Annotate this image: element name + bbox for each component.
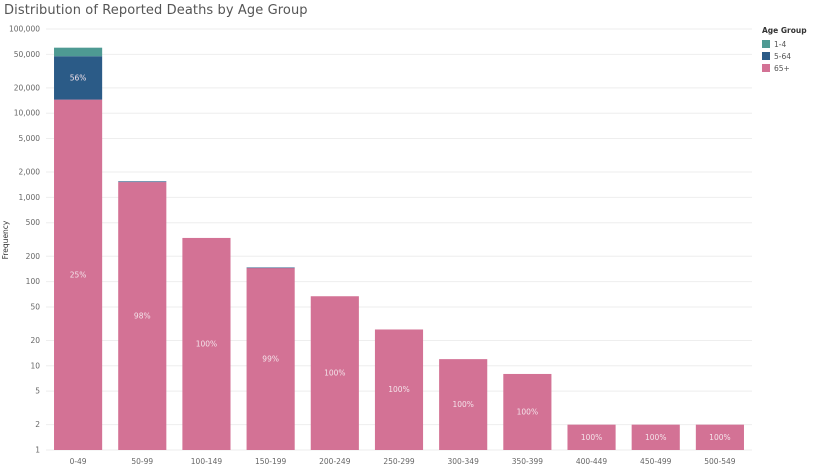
y-tick-label: 50,000	[14, 50, 40, 59]
y-tick-label: 1,000	[19, 193, 41, 202]
y-tick-label: 200	[26, 252, 41, 261]
bar-labels: 25% 56% 98% 100% 99% 100% 100% 100% 100% 100% 100%…	[70, 73, 731, 441]
bar-segment-65-[interactable]	[567, 424, 616, 450]
y-tick-label: 5	[35, 387, 40, 396]
x-axis-ticks: 0-49 50-99 100-149 150-199 200-249 250-299 300…	[70, 457, 736, 466]
bar-data-label: 100%	[452, 400, 473, 409]
y-axis-ticks: 1 2 5 10 20 50 100 200 500 1,000 2,000 5,000 10,000 2…	[9, 25, 40, 455]
bar-data-label: 98%	[134, 312, 151, 321]
bar-data-label: 100%	[517, 407, 538, 416]
x-tick-label: 450-499	[640, 457, 672, 466]
x-tick-label: 100-149	[191, 457, 223, 466]
bar-data-label: 100%	[645, 433, 666, 442]
bar-segment-65-[interactable]	[439, 359, 488, 450]
legend-swatch	[762, 64, 770, 72]
legend-items: 1-4 5-64 65+	[762, 38, 807, 74]
bar-segment-65-[interactable]	[503, 373, 552, 450]
x-tick-label: 0-49	[70, 457, 87, 466]
y-tick-label: 2	[35, 420, 40, 429]
legend-title: Age Group	[762, 26, 807, 35]
bar-segment-5-64[interactable]	[118, 181, 167, 183]
x-tick-label: 250-299	[383, 457, 415, 466]
y-tick-label: 100,000	[9, 25, 40, 34]
legend-swatch	[762, 52, 770, 60]
bar-segment-65-[interactable]	[54, 99, 103, 450]
bar-segment-65-[interactable]	[118, 182, 167, 450]
y-tick-label: 50	[30, 302, 40, 311]
bar-segment-65-[interactable]	[374, 329, 424, 450]
y-tick-label: 2,000	[19, 168, 41, 177]
bar-data-label: 100%	[581, 433, 602, 442]
legend-label: 1-4	[774, 39, 787, 49]
bar-segment-65-[interactable]	[695, 424, 744, 450]
y-tick-label: 20,000	[14, 83, 40, 92]
y-tick-label: 20	[30, 336, 40, 345]
bar-data-label: 100%	[196, 339, 217, 348]
y-axis-title: Frequency	[1, 220, 10, 259]
x-tick-label: 50-99	[131, 457, 153, 466]
x-tick-label: 350-399	[512, 457, 544, 466]
bar-segment-5-64[interactable]	[246, 267, 295, 269]
bar-data-label: 25%	[70, 270, 87, 279]
legend-label: 5-64	[774, 51, 792, 61]
y-tick-label: 500	[26, 218, 41, 227]
y-tick-label: 1	[35, 446, 40, 455]
legend-item[interactable]: 5-64	[762, 50, 807, 62]
bar-data-label: 99%	[262, 355, 279, 364]
legend-label: 65+	[774, 63, 790, 73]
y-tick-label: 5,000	[19, 134, 41, 143]
y-tick-label: 10,000	[14, 109, 40, 118]
bar-data-label: 100%	[388, 385, 409, 394]
chart-title: Distribution of Reported Deaths by Age G…	[4, 3, 308, 18]
x-tick-label: 300-349	[448, 457, 480, 466]
bars	[54, 47, 744, 450]
x-tick-label: 200-249	[319, 457, 351, 466]
bar-segment-65-[interactable]	[310, 296, 359, 450]
y-tick-label: 100	[26, 277, 41, 286]
bar-data-label: 100%	[324, 369, 345, 378]
bar-segment-65-[interactable]	[631, 424, 680, 450]
legend-item[interactable]: 65+	[762, 62, 807, 74]
x-tick-label: 500-549	[704, 457, 736, 466]
x-tick-label: 400-449	[576, 457, 608, 466]
bar-data-label: 100%	[709, 433, 730, 442]
bar-segment-65-[interactable]	[246, 268, 295, 450]
bar-data-label: 56%	[70, 73, 87, 82]
y-tick-label: 10	[30, 361, 40, 370]
bar-segment-65-[interactable]	[182, 237, 231, 450]
bar-segment-5-64[interactable]	[54, 56, 103, 100]
legend-item[interactable]: 1-4	[762, 38, 807, 50]
bar-segment-1-4[interactable]	[54, 47, 103, 57]
legend-swatch	[762, 40, 770, 48]
legend: Age Group 1-4 5-64 65+	[762, 26, 807, 74]
x-tick-label: 150-199	[255, 457, 287, 466]
